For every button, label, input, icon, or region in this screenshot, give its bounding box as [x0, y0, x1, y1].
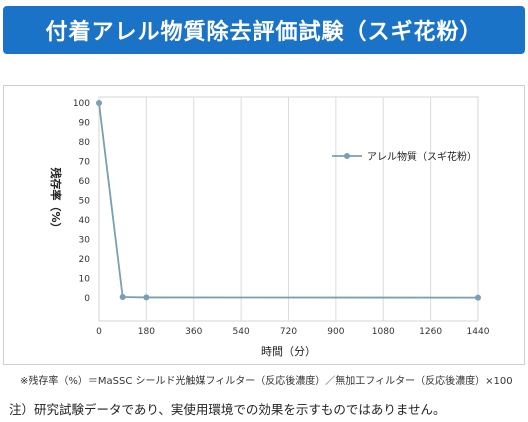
x-tick-label: 540 — [233, 327, 250, 337]
x-tick-label: 1260 — [419, 327, 442, 337]
y-tick-label: 100 — [73, 99, 90, 109]
x-tick-label: 360 — [185, 327, 202, 337]
y-tick-label: 80 — [79, 138, 91, 148]
data-point — [119, 294, 126, 301]
x-tick-label: 0 — [96, 327, 102, 337]
y-tick-label: 60 — [79, 177, 91, 187]
y-tick-label: 30 — [79, 236, 91, 246]
y-axis-title: 残存率（%） — [49, 167, 63, 233]
y-tick-label: 20 — [79, 255, 91, 265]
footnote: ※残存率（%）＝MaSSC シールド光触媒フィルター（反応後濃度）／無加工フィル… — [20, 376, 513, 387]
series-line — [98, 102, 479, 299]
y-tick-label: 50 — [79, 197, 91, 207]
y-tick-label: 0 — [84, 294, 90, 304]
y-tick-label: 40 — [79, 216, 91, 226]
x-axis-title: 時間（分） — [261, 345, 316, 358]
x-tick-label: 720 — [280, 327, 297, 337]
title-banner: 付着アレル物質除去評価試験（スギ花粉） — [3, 6, 525, 54]
legend-label: アレル物質（スギ花粉） — [367, 150, 477, 163]
data-point — [475, 294, 481, 301]
disclaimer-note: 注）研究試験データであり、実使用環境での効果を示すものではありません。 — [9, 402, 446, 417]
x-tick-label: 1440 — [467, 327, 490, 337]
y-tick-label: 10 — [79, 275, 91, 285]
y-tick-label: 90 — [79, 119, 91, 129]
x-tick-label: 900 — [327, 327, 344, 337]
chart-title: 付着アレル物質除去評価試験（スギ花粉） — [45, 20, 483, 45]
x-tick-label: 180 — [138, 327, 155, 337]
x-tick-label: 1080 — [372, 327, 395, 337]
chart-panel: 0 180 360 540 720 900 1080 1260 1440 0 10 20 30 40 50 6… — [3, 85, 525, 365]
data-point — [96, 100, 102, 106]
data-point — [143, 294, 150, 301]
line-chart: 0 180 360 540 720 900 1080 1260 1440 0 10 20 30 40 50 6… — [49, 96, 490, 358]
y-tick-label: 70 — [79, 158, 91, 168]
legend-swatch-marker — [344, 153, 350, 159]
